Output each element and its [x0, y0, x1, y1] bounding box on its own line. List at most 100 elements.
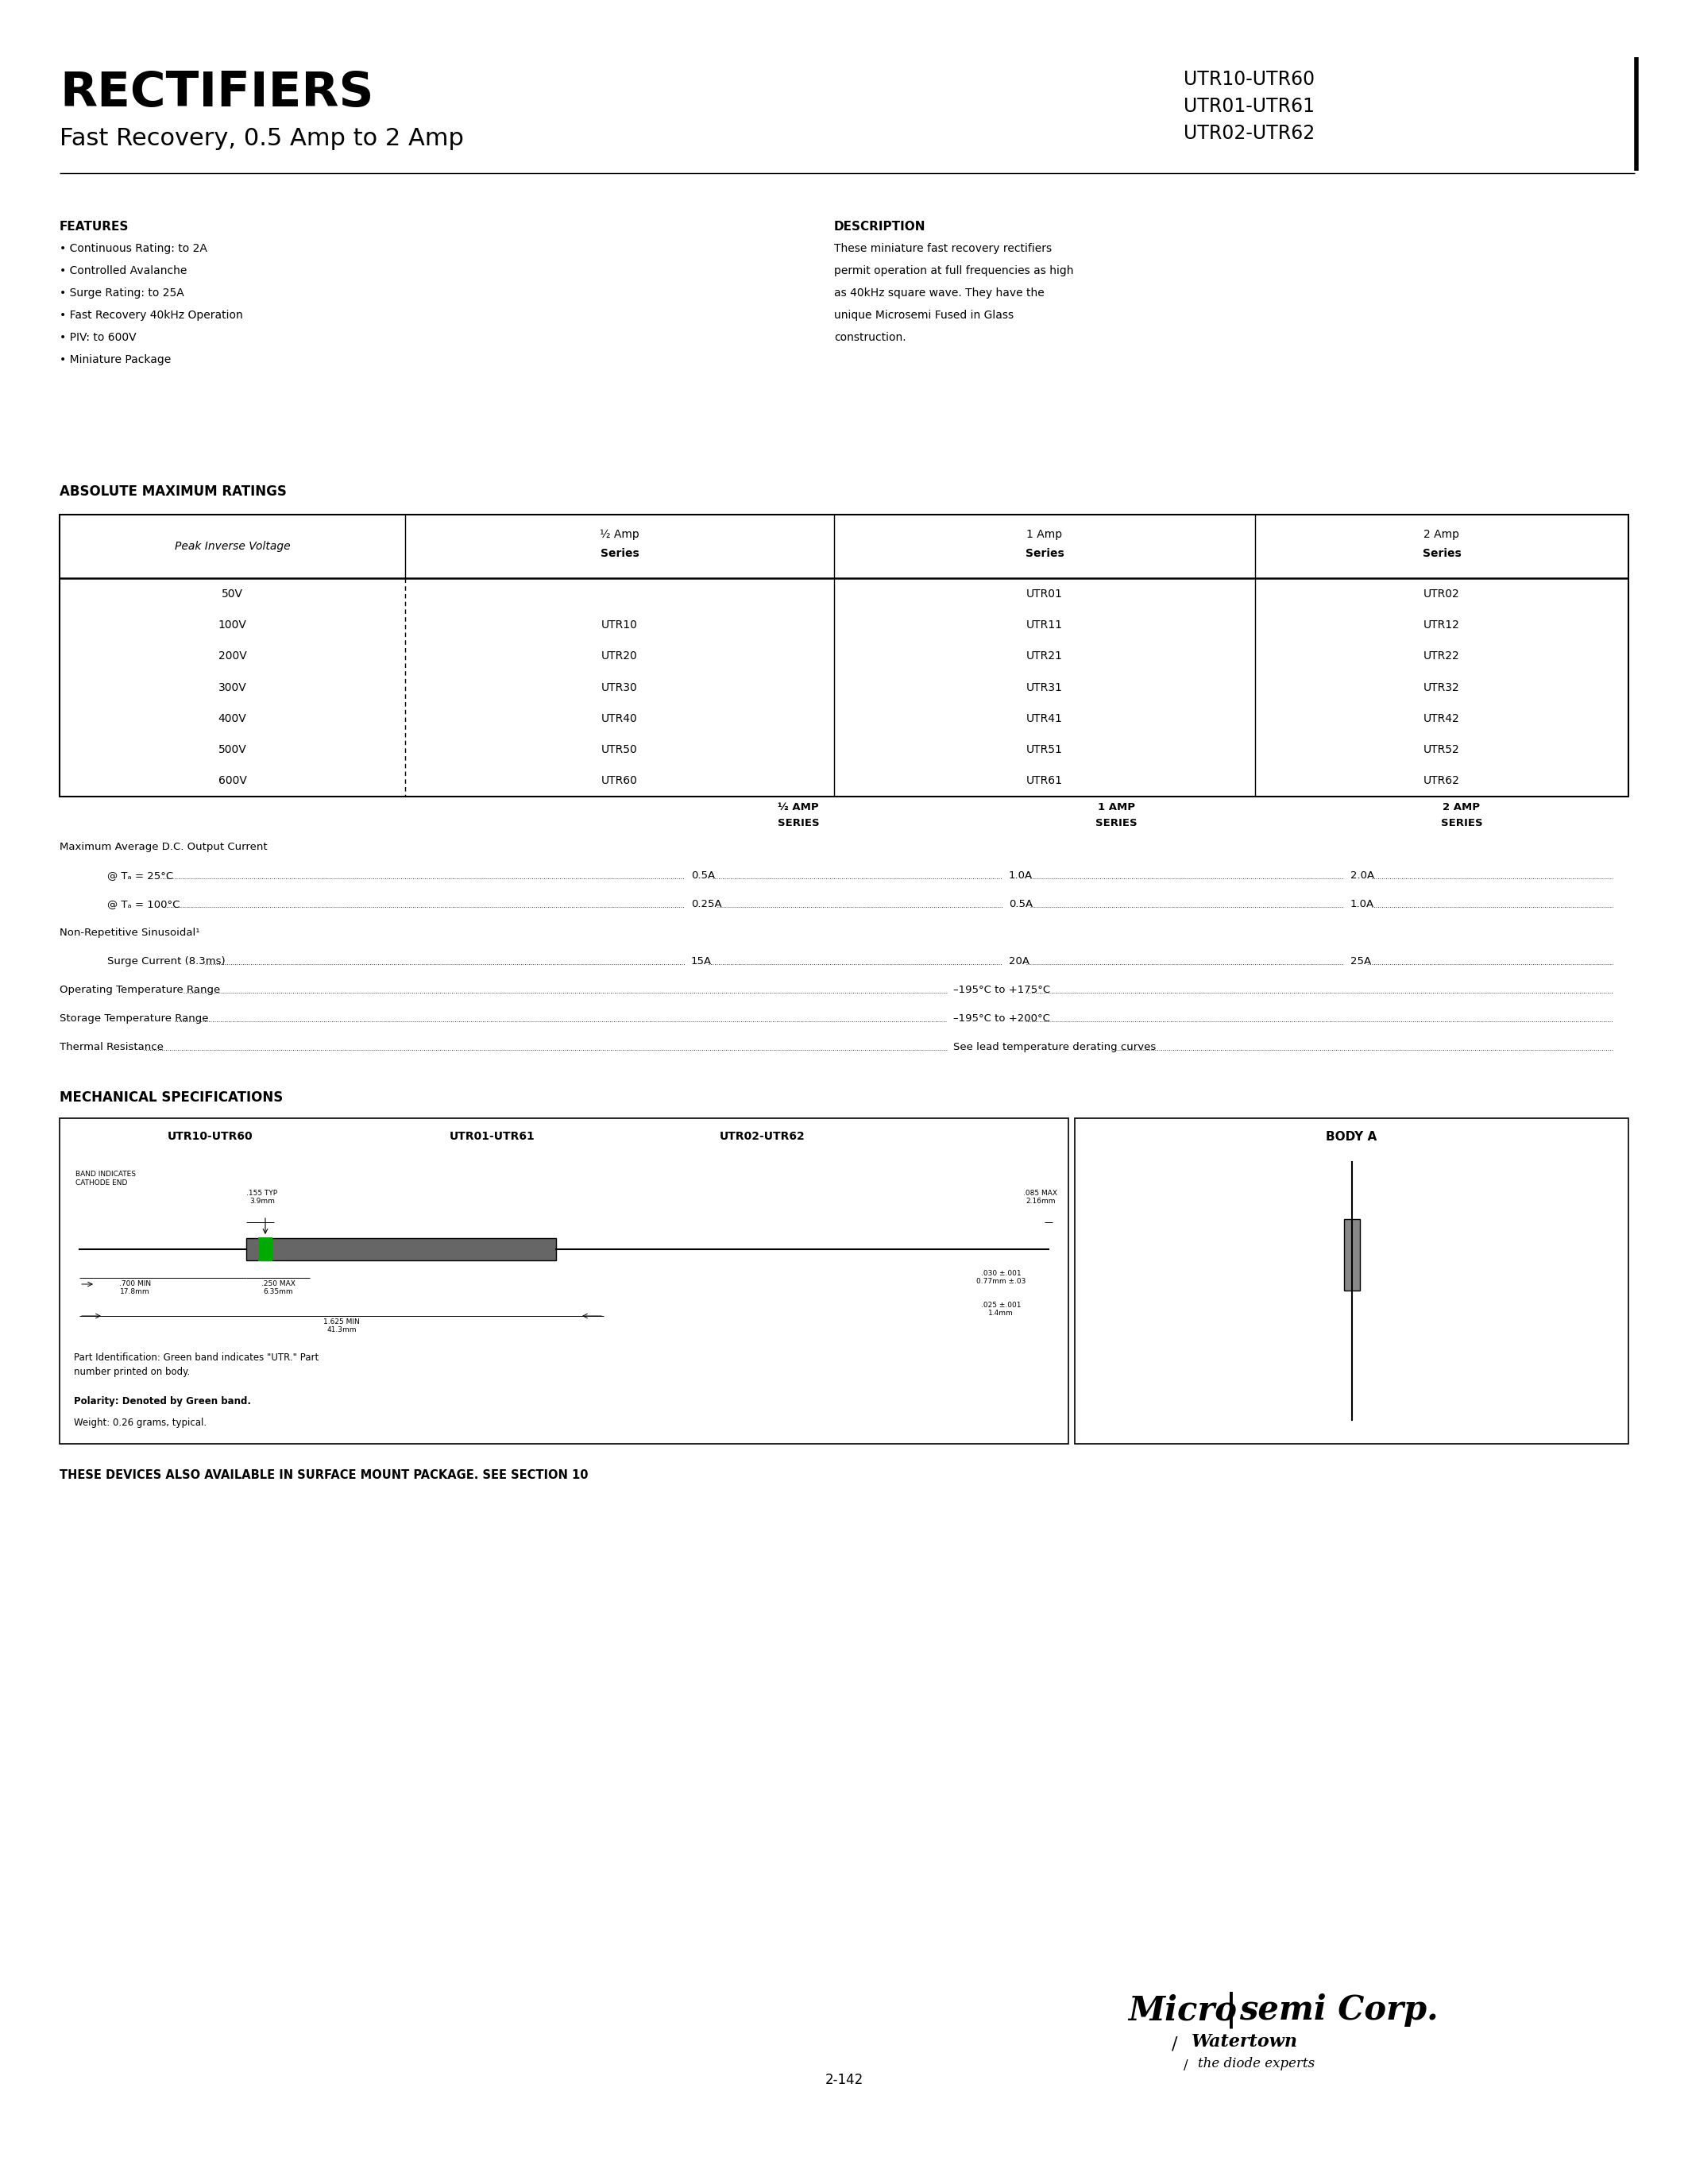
Text: construction.: construction. [834, 332, 906, 343]
Text: • Surge Rating: to 25A: • Surge Rating: to 25A [59, 288, 184, 299]
Text: 20A: 20A [1009, 957, 1030, 968]
Text: .155 TYP
3.9mm: .155 TYP 3.9mm [246, 1190, 277, 1206]
Text: UTR51: UTR51 [1026, 745, 1063, 756]
Text: UTR11: UTR11 [1026, 620, 1063, 631]
Text: 1 Amp: 1 Amp [1026, 529, 1062, 539]
Bar [59, 515, 1629, 797]
Text: 1 AMP: 1 AMP [1097, 802, 1134, 812]
Text: 1.0A: 1.0A [1009, 871, 1033, 880]
Text: 15A: 15A [690, 957, 712, 968]
Text: UTR10-UTR60: UTR10-UTR60 [1183, 70, 1315, 90]
Text: Surge Current (8.3ms): Surge Current (8.3ms) [108, 957, 225, 968]
Text: .030 ±.001
0.77mm ±.03: .030 ±.001 0.77mm ±.03 [976, 1269, 1026, 1286]
Text: 0.5A: 0.5A [690, 871, 716, 880]
Text: UTR52: UTR52 [1423, 745, 1460, 756]
Text: SERIES: SERIES [1096, 819, 1138, 828]
Text: 200V: 200V [218, 651, 246, 662]
Text: UTR60: UTR60 [601, 775, 638, 786]
Text: 2.0A: 2.0A [1350, 871, 1374, 880]
Text: 25A: 25A [1350, 957, 1371, 968]
Text: Watertown: Watertown [1192, 2033, 1298, 2051]
Text: UTR42: UTR42 [1423, 712, 1460, 725]
Text: @ Tₐ = 25°C: @ Tₐ = 25°C [108, 871, 174, 880]
Text: BODY A: BODY A [1327, 1131, 1377, 1142]
Text: UTR61: UTR61 [1026, 775, 1063, 786]
Text: UTR22: UTR22 [1423, 651, 1460, 662]
Text: DESCRIPTION: DESCRIPTION [834, 221, 925, 234]
Text: 100V: 100V [218, 620, 246, 631]
Text: SERIES: SERIES [1442, 819, 1482, 828]
Text: See lead temperature derating curves: See lead temperature derating curves [954, 1042, 1156, 1053]
Text: UTR02-UTR62: UTR02-UTR62 [719, 1131, 805, 1142]
Text: • PIV: to 600V: • PIV: to 600V [59, 332, 137, 343]
Text: UTR40: UTR40 [601, 712, 638, 725]
Text: UTR12: UTR12 [1423, 620, 1460, 631]
Text: UTR62: UTR62 [1423, 775, 1460, 786]
Text: as 40kHz square wave. They have the: as 40kHz square wave. They have the [834, 288, 1045, 299]
Text: These miniature fast recovery rectifiers: These miniature fast recovery rectifiers [834, 242, 1052, 253]
Text: • Continuous Rating: to 2A: • Continuous Rating: to 2A [59, 242, 208, 253]
Text: 1.625 MIN
41.3mm: 1.625 MIN 41.3mm [324, 1319, 360, 1334]
Text: Peak Inverse Voltage: Peak Inverse Voltage [174, 542, 290, 553]
Text: FEATURES: FEATURES [59, 221, 128, 234]
Text: Operating Temperature Range: Operating Temperature Range [59, 985, 219, 996]
Bar [59, 1118, 1069, 1444]
Text: UTR20: UTR20 [601, 651, 638, 662]
Text: UTR02-UTR62: UTR02-UTR62 [1183, 124, 1315, 142]
Text: UTR01: UTR01 [1026, 587, 1063, 598]
Text: UTR31: UTR31 [1026, 681, 1063, 692]
Text: Storage Temperature Range: Storage Temperature Range [59, 1013, 209, 1024]
Text: UTR41: UTR41 [1026, 712, 1063, 725]
Text: 2-142: 2-142 [825, 2073, 863, 2088]
Text: RECTIFIERS: RECTIFIERS [59, 70, 373, 116]
Text: UTR01-UTR61: UTR01-UTR61 [449, 1131, 535, 1142]
Text: UTR10-UTR60: UTR10-UTR60 [167, 1131, 253, 1142]
Bar [258, 1238, 272, 1260]
Text: UTR30: UTR30 [601, 681, 638, 692]
Text: 0.5A: 0.5A [1009, 900, 1033, 909]
Text: MECHANICAL SPECIFICATIONS: MECHANICAL SPECIFICATIONS [59, 1090, 284, 1105]
Text: .085 MAX
2.16mm: .085 MAX 2.16mm [1023, 1190, 1058, 1206]
Text: UTR32: UTR32 [1423, 681, 1460, 692]
Text: Fast Recovery, 0.5 Amp to 2 Amp: Fast Recovery, 0.5 Amp to 2 Amp [59, 127, 464, 151]
Text: 600V: 600V [218, 775, 246, 786]
Text: UTR21: UTR21 [1026, 651, 1063, 662]
Text: • Miniature Package: • Miniature Package [59, 354, 170, 365]
Text: 2 Amp: 2 Amp [1425, 529, 1460, 539]
Text: 1.0A: 1.0A [1350, 900, 1374, 909]
Text: Non-Repetitive Sinusoidal¹: Non-Repetitive Sinusoidal¹ [59, 928, 199, 937]
Text: Weight: 0.26 grams, typical.: Weight: 0.26 grams, typical. [74, 1417, 206, 1428]
Text: .250 MAX
6.35mm: .250 MAX 6.35mm [262, 1280, 295, 1295]
Text: /: / [1183, 2060, 1188, 2073]
Text: Part Identification: Green band indicates "UTR." Part
number printed on body.: Part Identification: Green band indicate… [74, 1352, 319, 1378]
Text: UTR50: UTR50 [601, 745, 638, 756]
Text: @ Tₐ = 100°C: @ Tₐ = 100°C [108, 900, 181, 909]
Text: 0.25A: 0.25A [690, 900, 722, 909]
Text: • Fast Recovery 40kHz Operation: • Fast Recovery 40kHz Operation [59, 310, 243, 321]
Text: –195°C to +200°C: –195°C to +200°C [954, 1013, 1050, 1024]
Text: Micro: Micro [1128, 1994, 1237, 2027]
Text: 500V: 500V [218, 745, 246, 756]
Text: 400V: 400V [218, 712, 246, 725]
Text: /: / [1171, 2035, 1178, 2053]
Text: .025 ±.001
1.4mm: .025 ±.001 1.4mm [981, 1302, 1021, 1317]
Text: THESE DEVICES ALSO AVAILABLE IN SURFACE MOUNT PACKAGE. SEE SECTION 10: THESE DEVICES ALSO AVAILABLE IN SURFACE … [59, 1470, 587, 1481]
Text: 2 AMP: 2 AMP [1443, 802, 1480, 812]
Text: ABSOLUTE MAXIMUM RATINGS: ABSOLUTE MAXIMUM RATINGS [59, 485, 287, 498]
Bar [1344, 1219, 1359, 1291]
Bar [1075, 1118, 1629, 1444]
Text: BAND INDICATES
CATHODE END: BAND INDICATES CATHODE END [76, 1171, 135, 1186]
Text: .700 MIN
17.8mm: .700 MIN 17.8mm [120, 1280, 150, 1295]
Text: UTR02: UTR02 [1423, 587, 1460, 598]
Text: Series: Series [1423, 548, 1462, 559]
Text: 50V: 50V [221, 587, 243, 598]
Text: semi Corp.: semi Corp. [1239, 1994, 1438, 2027]
Text: UTR10: UTR10 [601, 620, 638, 631]
Text: Series: Series [1025, 548, 1063, 559]
Text: the diode experts: the diode experts [1198, 2057, 1315, 2070]
Bar [246, 1238, 555, 1260]
Text: 300V: 300V [218, 681, 246, 692]
Text: UTR01-UTR61: UTR01-UTR61 [1183, 96, 1315, 116]
Text: Thermal Resistance: Thermal Resistance [59, 1042, 164, 1053]
Text: –195°C to +175°C: –195°C to +175°C [954, 985, 1050, 996]
